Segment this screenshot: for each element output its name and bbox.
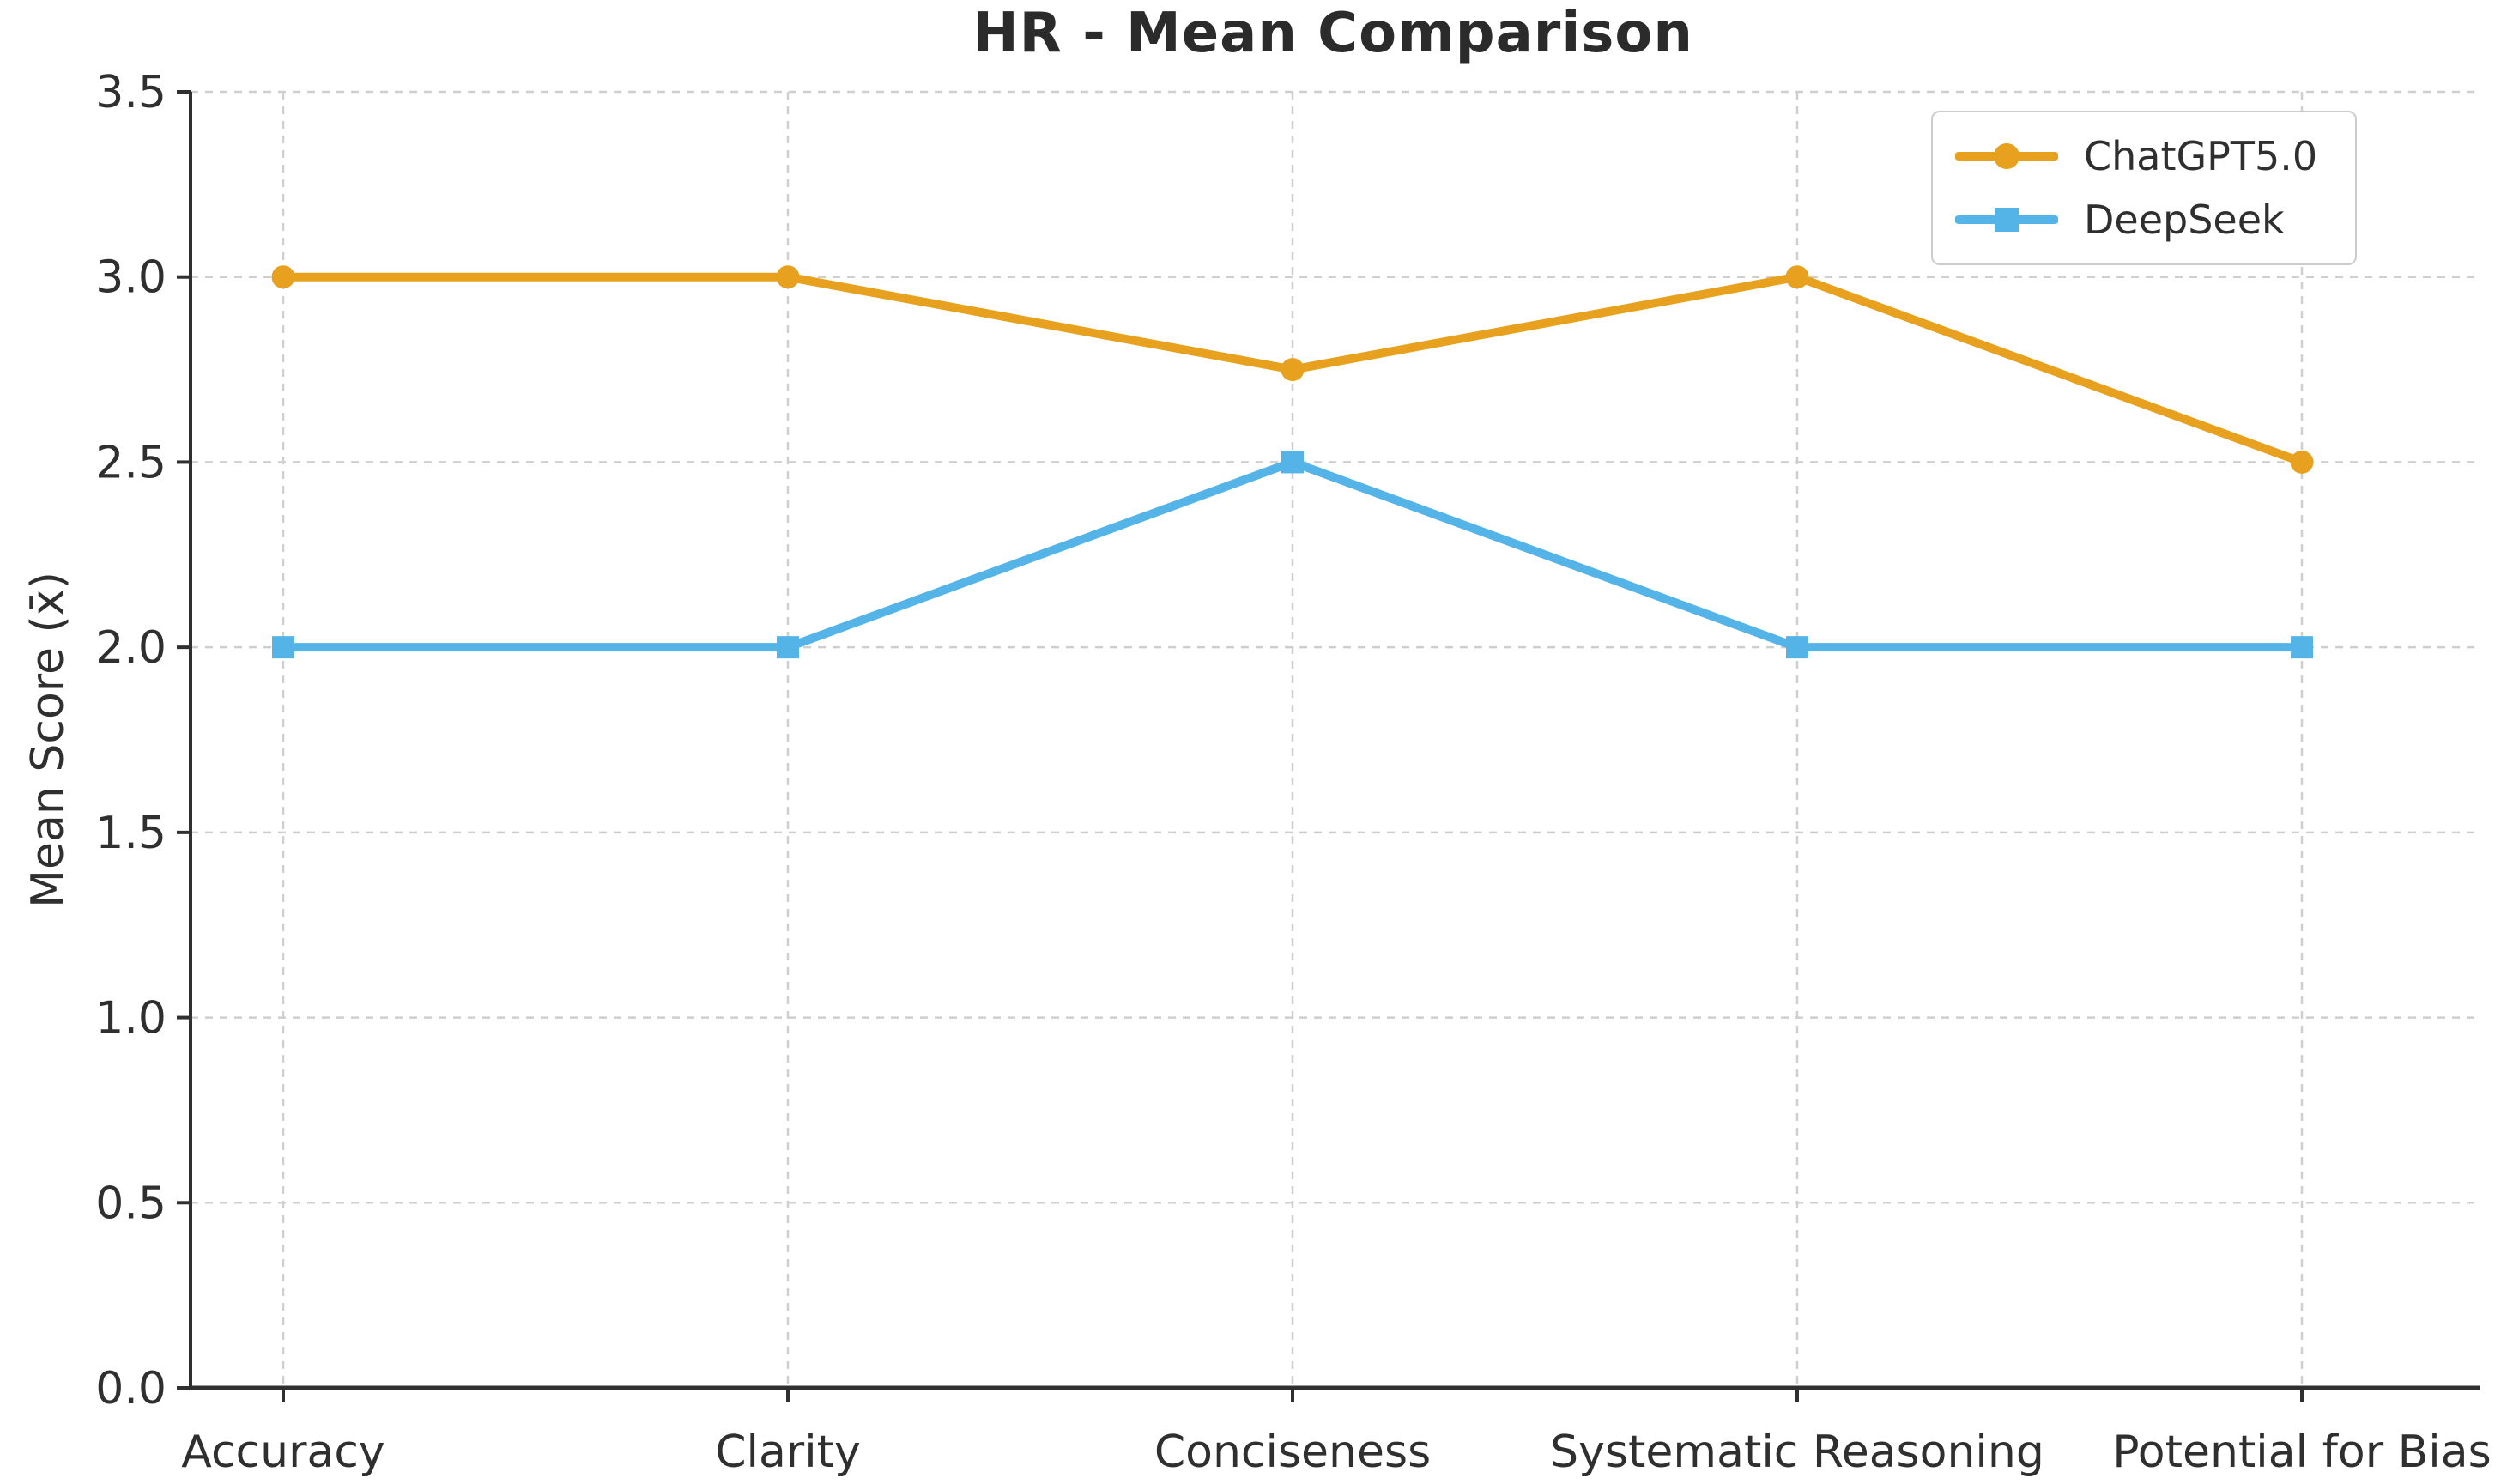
legend-square-marker-icon [1955, 208, 2058, 232]
y-tick-label: 1.5 [95, 808, 167, 859]
data-point-marker-deepseek [777, 636, 799, 659]
y-tick-label: 2.5 [95, 437, 167, 488]
data-point-marker-deepseek [272, 636, 294, 659]
data-point-marker-deepseek [1281, 451, 1304, 474]
data-point-marker-chatgpt50 [776, 265, 800, 289]
x-tick-label: Clarity [715, 1426, 861, 1478]
legend-item-deepseek: DeepSeek [1955, 193, 2333, 246]
legend: ChatGPT5.0 DeepSeek [1931, 111, 2357, 265]
y-tick-label: 2.0 [95, 622, 167, 674]
y-tick-label: 3.0 [95, 252, 167, 304]
data-point-marker-deepseek [2291, 636, 2313, 659]
data-point-marker-chatgpt50 [271, 265, 295, 289]
x-tick-label: Accuracy [181, 1426, 385, 1478]
y-tick-label: 0.5 [95, 1178, 167, 1229]
y-tick-label: 3.5 [95, 67, 167, 118]
legend-label: DeepSeek [2084, 197, 2285, 243]
data-point-marker-deepseek [1786, 636, 1808, 659]
data-point-marker-chatgpt50 [1281, 358, 1305, 382]
data-point-marker-chatgpt50 [2290, 450, 2314, 474]
legend-label: ChatGPT5.0 [2084, 133, 2318, 179]
chart-title: HR - Mean Comparison [972, 2, 1693, 65]
legend-item-chatgpt5-0: ChatGPT5.0 [1955, 130, 2333, 183]
y-tick-label: 1.0 [95, 993, 167, 1045]
x-tick-label: Potential for Bias [2112, 1426, 2491, 1478]
x-tick-label: Conciseness [1154, 1426, 1431, 1478]
data-point-marker-chatgpt50 [1785, 265, 1809, 289]
y-tick-label: 0.0 [95, 1363, 167, 1414]
x-tick-label: Systematic Reasoning [1550, 1426, 2044, 1478]
legend-circle-marker-icon [1955, 143, 2058, 169]
